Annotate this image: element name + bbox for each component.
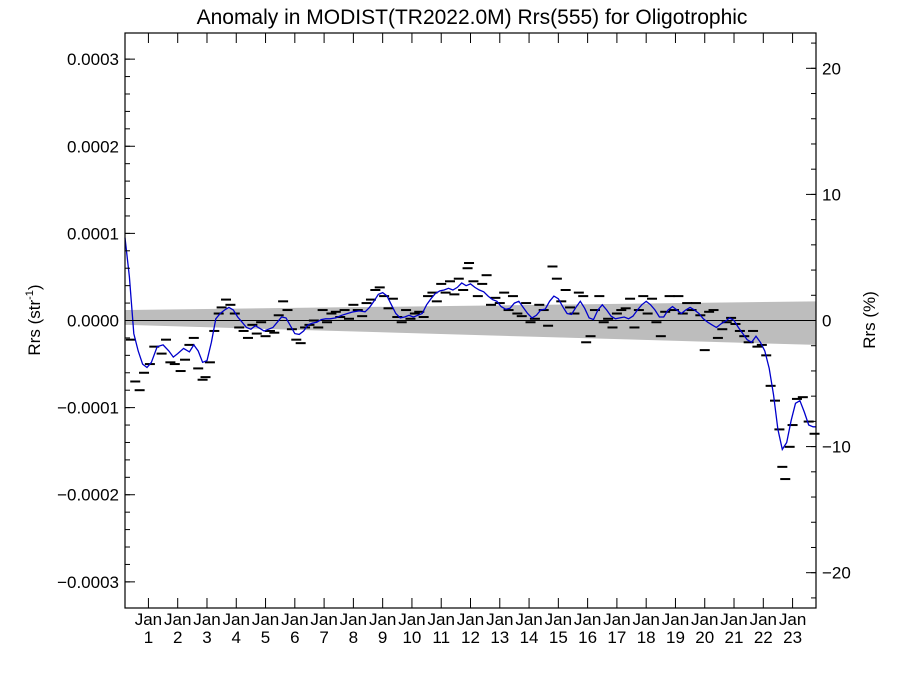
y-tick-label-right: 20 [822,59,841,78]
y-tick-label-right: 0 [822,312,831,331]
x-tick-label-month: Jan [545,610,572,629]
x-tick-label-year: 13 [490,628,509,647]
x-tick-label-year: 16 [578,628,597,647]
x-tick-label-year: 5 [261,628,270,647]
x-tick-label-year: 6 [290,628,299,647]
x-tick-label-month: Jan [193,610,220,629]
x-tick-label-month: Jan [720,610,747,629]
x-tick-label-year: 23 [783,628,802,647]
x-tick-label-year: 2 [173,628,182,647]
x-tick-label-year: 17 [607,628,626,647]
x-tick-label-month: Jan [632,610,659,629]
x-tick-label-month: Jan [164,610,191,629]
x-tick-label-month: Jan [398,610,425,629]
x-tick-label-year: 4 [232,628,241,647]
y-tick-label-left: −0.0003 [57,573,119,592]
x-tick-label-month: Jan [223,610,250,629]
x-tick-label-month: Jan [135,610,162,629]
y-axis-label-right: Rrs (%) [860,291,879,349]
y-tick-label-right: −20 [822,564,851,583]
y-tick-label-left: 0.0000 [67,312,119,331]
x-tick-label-month: Jan [750,610,777,629]
y-tick-label-left: 0.0002 [67,137,119,156]
x-tick-label-month: Jan [252,610,279,629]
y-tick-label-left: −0.0002 [57,486,119,505]
x-tick-label-month: Jan [662,610,689,629]
x-tick-label-month: Jan [486,610,513,629]
x-tick-label-month: Jan [603,610,630,629]
x-tick-label-month: Jan [428,610,455,629]
x-tick-label-year: 14 [520,628,539,647]
x-tick-label-month: Jan [574,610,601,629]
x-tick-label-month: Jan [369,610,396,629]
y-tick-label-right: −10 [822,438,851,457]
y-tick-label-left: 0.0001 [67,224,119,243]
x-tick-label-year: 22 [754,628,773,647]
y-tick-label-left: −0.0001 [57,399,119,418]
y-tick-label-left: 0.0003 [67,50,119,69]
x-tick-label-month: Jan [691,610,718,629]
trend-uncertainty-band [125,301,816,345]
y-axis-label-left: Rrs (str-1) [24,284,44,355]
x-tick-label-year: 7 [319,628,328,647]
chart-title: Anomaly in MODIST(TR2022.0M) Rrs(555) fo… [197,6,748,29]
x-tick-label-year: 3 [202,628,211,647]
x-tick-label-month: Jan [515,610,542,629]
x-tick-label-year: 10 [402,628,421,647]
x-tick-label-year: 21 [725,628,744,647]
x-tick-label-year: 11 [432,628,450,647]
x-tick-label-year: 12 [461,628,480,647]
x-tick-label-month: Jan [457,610,484,629]
x-tick-label-year: 19 [666,628,685,647]
x-tick-label-month: Jan [281,610,308,629]
x-tick-label-year: 8 [349,628,358,647]
x-tick-label-year: 9 [378,628,387,647]
smoothed-anomaly-line [124,237,816,452]
x-tick-label-month: Jan [779,610,806,629]
x-tick-label-month: Jan [340,610,367,629]
x-tick-label-year: 15 [549,628,568,647]
x-tick-label-year: 18 [637,628,656,647]
x-tick-label-year: 1 [144,628,153,647]
x-tick-label-year: 20 [695,628,714,647]
x-tick-label-month: Jan [310,610,337,629]
y-tick-label-right: 10 [822,185,841,204]
